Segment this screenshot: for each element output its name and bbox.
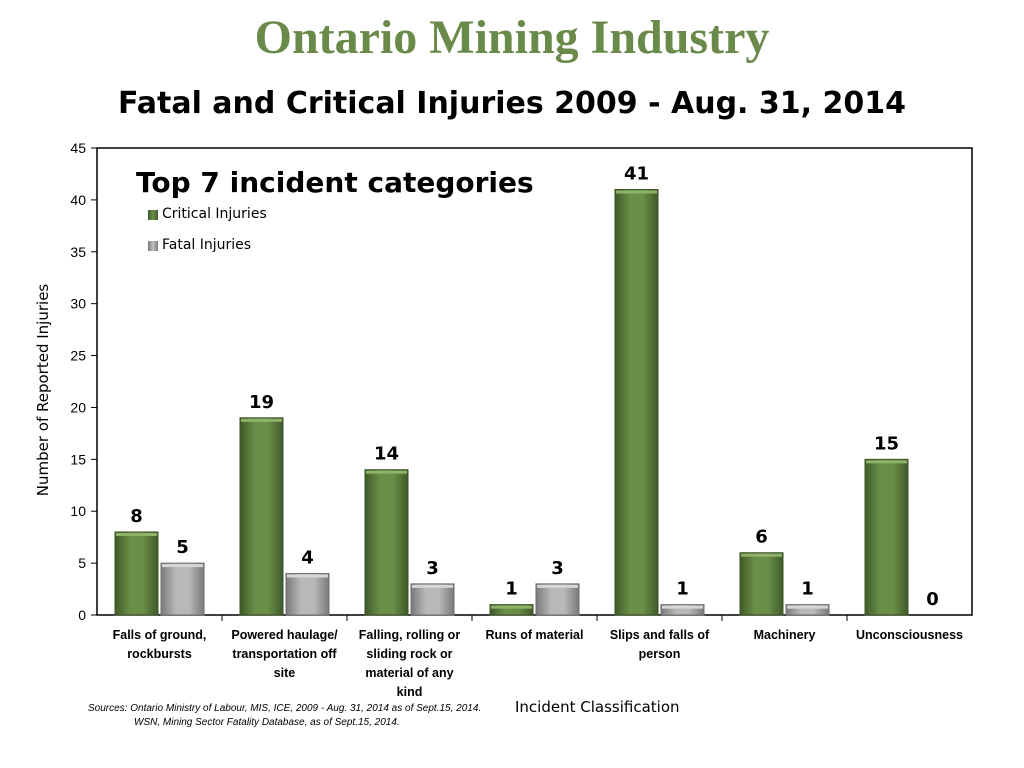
legend-item-critical: Critical Injuries: [148, 206, 267, 237]
bar-fatal-5: [785, 604, 830, 616]
legend-label-critical: Critical Injuries: [162, 206, 267, 222]
bar-highlight: [616, 190, 657, 194]
bar-highlight: [662, 605, 703, 609]
y-tick-label: 20: [70, 399, 86, 415]
bar-fatal-4: [660, 604, 705, 616]
bar-critical-3: [489, 604, 534, 616]
bar-fatal-2: [410, 583, 455, 616]
value-label-critical-0: 8: [130, 506, 143, 527]
value-label-critical-3: 1: [505, 579, 518, 600]
sources-note: Sources: Ontario Ministry of Labour, MIS…: [88, 702, 481, 730]
sources-line-1: Sources: Ontario Ministry of Labour, MIS…: [88, 703, 482, 714]
legend-item-fatal: Fatal Injuries: [148, 237, 267, 268]
x-category-label-0: Falls of ground, rockbursts: [113, 628, 207, 661]
y-tick-label: 45: [70, 140, 86, 156]
value-label-fatal-1: 4: [301, 547, 314, 568]
x-category-label-1: Powered haulage/transportation off site: [231, 628, 338, 680]
value-label-critical-6: 15: [874, 433, 899, 454]
bar-highlight: [241, 418, 282, 422]
y-axis-label: Number of Reported Injuries: [34, 283, 52, 497]
bar-fatal-1: [285, 572, 330, 616]
bar-highlight: [491, 605, 532, 609]
page-subtitle: Fatal and Critical Injuries 2009 - Aug. …: [118, 86, 906, 121]
bar-highlight: [537, 584, 578, 588]
value-label-fatal-6: 0: [926, 589, 939, 610]
y-tick-label: 0: [78, 607, 86, 623]
bar-highlight: [287, 574, 328, 578]
legend-swatch-fatal: [148, 241, 158, 251]
bar-critical-5: [739, 552, 784, 616]
value-label-critical-2: 14: [374, 444, 399, 465]
legend-label-fatal: Fatal Injuries: [162, 237, 252, 253]
bar-fatal-3: [535, 583, 580, 616]
bar-highlight: [787, 605, 828, 609]
bar-fatal-0: [160, 562, 205, 616]
bar-critical-1: [239, 417, 284, 616]
bar-critical-6: [864, 458, 909, 616]
y-tick-label: 10: [70, 503, 86, 519]
x-category-label-2: Falling, rolling or sliding rock or materi…: [359, 628, 461, 699]
legend-swatch-critical: [148, 210, 158, 220]
x-axis-label: Incident Classification: [515, 698, 680, 716]
y-tick-label: 30: [70, 296, 86, 312]
bar-highlight: [162, 564, 203, 568]
chart-title: Top 7 incident categories: [136, 166, 534, 199]
y-tick-label: 15: [70, 451, 86, 467]
x-category-label-6: Unconsciousness: [856, 628, 963, 642]
value-label-critical-4: 41: [624, 164, 649, 185]
bar-highlight: [412, 584, 453, 588]
x-category-label-4: Slips and falls of person: [610, 628, 710, 661]
y-tick-label: 40: [70, 192, 86, 208]
y-tick-label: 5: [78, 555, 86, 571]
value-label-critical-5: 6: [755, 527, 768, 548]
bar-critical-2: [364, 469, 409, 616]
value-label-fatal-4: 1: [676, 579, 689, 600]
bar-highlight: [116, 532, 157, 536]
bar-critical-0: [114, 531, 159, 616]
page-title: Ontario Mining Industry: [254, 11, 770, 64]
plot-area: [96, 147, 973, 616]
value-label-fatal-5: 1: [801, 579, 814, 600]
value-label-fatal-0: 5: [176, 537, 189, 558]
sources-line-2: WSN, Mining Sector Fatality Database, as…: [134, 717, 400, 728]
bar-highlight: [866, 460, 907, 464]
y-tick-label: 25: [70, 348, 86, 364]
x-category-label-5: Machinery: [754, 628, 816, 642]
value-label-fatal-2: 3: [426, 558, 439, 579]
value-label-fatal-3: 3: [551, 558, 564, 579]
x-category-label-3: Runs of material: [486, 628, 584, 642]
bar-highlight: [741, 553, 782, 557]
value-label-critical-1: 19: [249, 392, 274, 413]
bar-highlight: [366, 470, 407, 474]
y-tick-label: 35: [70, 244, 86, 260]
bar-critical-4: [614, 189, 659, 616]
legend: Critical Injuries Fatal Injuries: [148, 206, 267, 268]
